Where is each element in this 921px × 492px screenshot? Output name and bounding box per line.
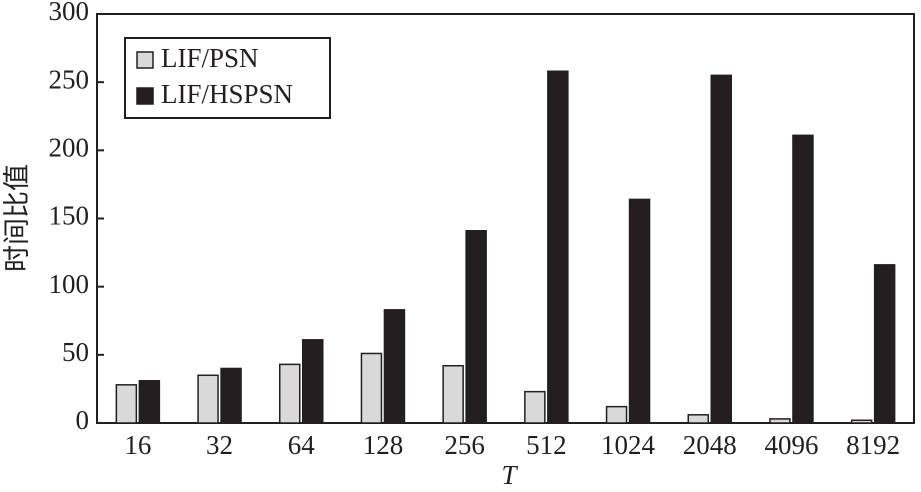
x-tick-label: 16: [124, 430, 151, 460]
bar: [360, 352, 383, 424]
legend-swatch: [136, 87, 154, 105]
y-tick-label: 300: [49, 0, 90, 26]
bar: [710, 74, 732, 424]
bar: [769, 418, 791, 424]
bar: [547, 70, 569, 424]
x-tick-label: 4096: [764, 430, 818, 460]
bar: [524, 390, 546, 424]
y-tick-label: 250: [49, 64, 90, 94]
bar: [465, 230, 487, 424]
bar: [605, 405, 628, 424]
x-tick-label: 8192: [846, 430, 900, 460]
y-axis-label: 时间比值: [2, 164, 32, 272]
bar: [873, 264, 896, 424]
bar: [383, 309, 406, 424]
x-tick-label: 32: [206, 430, 233, 460]
legend-box: [124, 37, 331, 119]
legend-label: LIF/PSN: [161, 43, 259, 73]
y-tick-label: 150: [49, 201, 90, 231]
bar: [687, 414, 709, 424]
legend-swatch: [136, 51, 154, 69]
bar: [850, 419, 873, 424]
bar: [220, 367, 242, 424]
bar: [442, 364, 464, 424]
x-tick-label: 256: [444, 430, 485, 460]
y-tick-label: 0: [76, 405, 90, 435]
x-tick-label: 2048: [683, 430, 737, 460]
x-tick-label: 128: [363, 430, 404, 460]
bar: [138, 379, 161, 424]
y-tick-label: 200: [49, 133, 90, 163]
y-tick-label: 100: [49, 269, 90, 299]
bar: [279, 363, 301, 424]
legend-label: LIF/HSPSN: [161, 79, 293, 109]
bar: [115, 384, 138, 424]
x-axis-label: T: [501, 460, 518, 490]
y-tick-label: 50: [62, 337, 89, 367]
x-tick-label: 64: [288, 430, 316, 460]
bar: [792, 134, 814, 424]
x-tick-label: 512: [526, 430, 567, 460]
x-tick-label: 1024: [601, 430, 656, 460]
bar: [197, 374, 219, 424]
bar: [628, 198, 651, 424]
bar: [302, 339, 324, 424]
